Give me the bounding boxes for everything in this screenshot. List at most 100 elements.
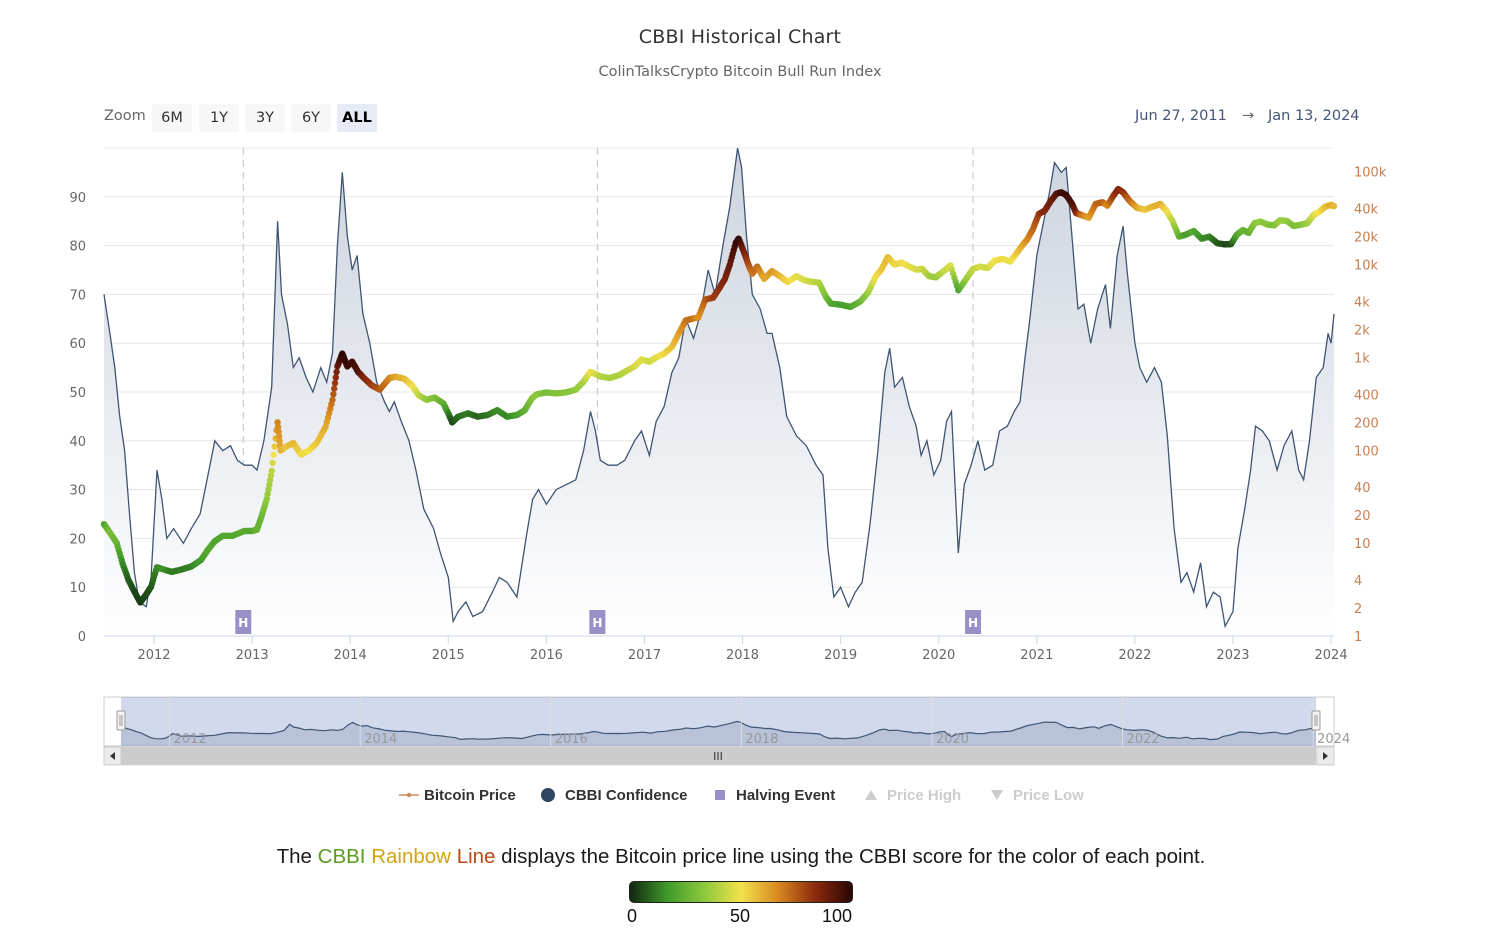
- square-icon: [715, 790, 725, 800]
- price-point[interactable]: [275, 428, 282, 435]
- cbbi-tick-label: 10: [69, 581, 86, 596]
- x-tick-label: 2018: [726, 648, 759, 663]
- handle-grip-icon: [116, 710, 126, 731]
- price-point[interactable]: [332, 374, 339, 381]
- cbbi-confidence-line[interactable]: [103, 147, 1335, 629]
- price-point[interactable]: [275, 433, 283, 440]
- cbbi-tick-label: 30: [69, 484, 86, 499]
- zoom-6m-button[interactable]: 6M: [152, 104, 192, 132]
- zoom-label: Zoom: [104, 108, 146, 124]
- navigator-year-label: 2024: [1317, 732, 1350, 747]
- colorbar-tick-100: 100: [822, 906, 853, 926]
- x-tick-label: 2012: [137, 648, 170, 663]
- x-tick-label: 2022: [1118, 648, 1151, 663]
- halving-flag[interactable]: [965, 610, 982, 634]
- legend-label: Bitcoin Price: [424, 786, 516, 804]
- cbbi-tick-label: 80: [69, 240, 86, 255]
- arrow-right-icon: [1323, 752, 1328, 760]
- legend-item-price-low[interactable]: Price Low: [990, 784, 1084, 806]
- cbbi-tick-label: 70: [69, 288, 86, 303]
- price-tick-label: 100: [1354, 444, 1379, 459]
- cbbi-tick-label: 40: [69, 435, 86, 450]
- cbbi-tick-label: 50: [69, 386, 86, 401]
- price-tick-label: 2k: [1354, 323, 1370, 338]
- price-point[interactable]: [333, 368, 340, 376]
- price-point[interactable]: [274, 419, 281, 426]
- navigator-area: [121, 721, 1316, 746]
- halving-flag-label: H: [968, 616, 978, 630]
- cbbi-tick-label: 20: [69, 532, 86, 547]
- price-tick-label: 4: [1354, 574, 1362, 589]
- chart-title: CBBI Historical Chart: [638, 26, 842, 48]
- halving-lines: [242, 148, 974, 636]
- halving-flag-label: H: [238, 616, 248, 630]
- cbbi-confidence-area: [104, 148, 1334, 636]
- price-point[interactable]: [269, 459, 276, 466]
- price-tick-label: 40k: [1354, 203, 1379, 218]
- price-point[interactable]: [1330, 203, 1338, 210]
- navigator-frame: [103, 696, 1335, 747]
- price-tick-label: 4k: [1354, 296, 1370, 311]
- range-to[interactable]: Jan 13, 2024: [1268, 108, 1360, 124]
- price-point[interactable]: [268, 467, 275, 475]
- legend-item-halving-event[interactable]: Halving Event: [714, 784, 835, 806]
- x-tick-label: 2023: [1216, 648, 1249, 663]
- legend-item-cbbi-confidence[interactable]: CBBI Confidence: [540, 784, 688, 806]
- circle-icon: [541, 788, 555, 802]
- price-tick-label: 20: [1354, 509, 1371, 524]
- x-tick-label: 2020: [922, 648, 955, 663]
- navigator-handle-right[interactable]: [1311, 710, 1321, 731]
- cbbi-chart[interactable]: H H H 0 10 20 30 40 50 60 70 80 90 1 2 4 10 20 40 100 200 4…: [0, 0, 1508, 780]
- navigator-year-label: 2016: [555, 732, 588, 747]
- range-from[interactable]: Jun 27, 2011: [1135, 108, 1227, 124]
- navigator-year-label: 2018: [745, 732, 778, 747]
- price-tick-label: 400: [1354, 388, 1379, 403]
- colorbar-tick-0: 0: [627, 906, 638, 926]
- price-point[interactable]: [331, 385, 338, 392]
- price-tick-label: 2: [1354, 602, 1362, 617]
- zoom-6y-button[interactable]: 6Y: [291, 104, 331, 132]
- legend-item-bitcoin-price[interactable]: Bitcoin Price: [398, 784, 516, 806]
- price-point[interactable]: [271, 443, 278, 450]
- legend-label: Price High: [887, 786, 962, 804]
- triangle-up-icon: [865, 790, 877, 800]
- price-tick-label: 10: [1354, 537, 1371, 552]
- price-tick-label: 40: [1354, 481, 1371, 496]
- price-point[interactable]: [266, 481, 273, 489]
- scrollbar-grip-icon: III: [713, 750, 723, 763]
- x-tick-label: 2014: [334, 648, 367, 663]
- cbbi-tick-label: 0: [78, 630, 86, 645]
- zoom-all-button[interactable]: ALL: [337, 104, 377, 132]
- x-tick-label: 2015: [432, 648, 465, 663]
- price-point[interactable]: [270, 451, 277, 458]
- scrollbar-thumb[interactable]: [121, 747, 1316, 765]
- halving-flag[interactable]: [235, 610, 252, 634]
- price-point[interactable]: [330, 391, 337, 398]
- caption-line: Line: [456, 845, 496, 868]
- navigator[interactable]: 2012 2014 2016 2018 2020 2022 2024 III: [103, 696, 1350, 766]
- zoom-3y-button[interactable]: 3Y: [245, 104, 285, 132]
- caption-suffix: displays the Bitcoin price line using th…: [495, 845, 1206, 868]
- cbbi-axis: 0 10 20 30 40 50 60 70 80 90: [69, 191, 86, 645]
- cbbi-tick-label: 90: [69, 191, 86, 206]
- price-tick-label: 20k: [1354, 231, 1379, 246]
- navigator-handle-left[interactable]: [116, 710, 126, 731]
- price-point[interactable]: [266, 477, 274, 484]
- x-tick-label: 2013: [236, 648, 269, 663]
- zoom-1y-button[interactable]: 1Y: [199, 104, 239, 132]
- price-point[interactable]: [329, 396, 336, 403]
- cbbi-tick-label: 60: [69, 337, 86, 352]
- bitcoin-price-rainbow-line[interactable]: [100, 185, 1338, 606]
- caption-rainbow: Rainbow: [371, 845, 451, 868]
- arrow-left-icon: [110, 752, 115, 760]
- legend-label: Halving Event: [736, 786, 836, 804]
- cbbi-colorbar: [629, 881, 853, 903]
- halving-flag[interactable]: [589, 610, 606, 634]
- caption-cbbi: CBBI: [317, 845, 366, 868]
- price-tick-label: 10k: [1354, 259, 1379, 274]
- price-point[interactable]: [331, 379, 339, 387]
- x-tick-label: 2019: [824, 648, 857, 663]
- legend-item-price-high[interactable]: Price High: [864, 784, 961, 806]
- navigator-selection[interactable]: [121, 697, 1316, 746]
